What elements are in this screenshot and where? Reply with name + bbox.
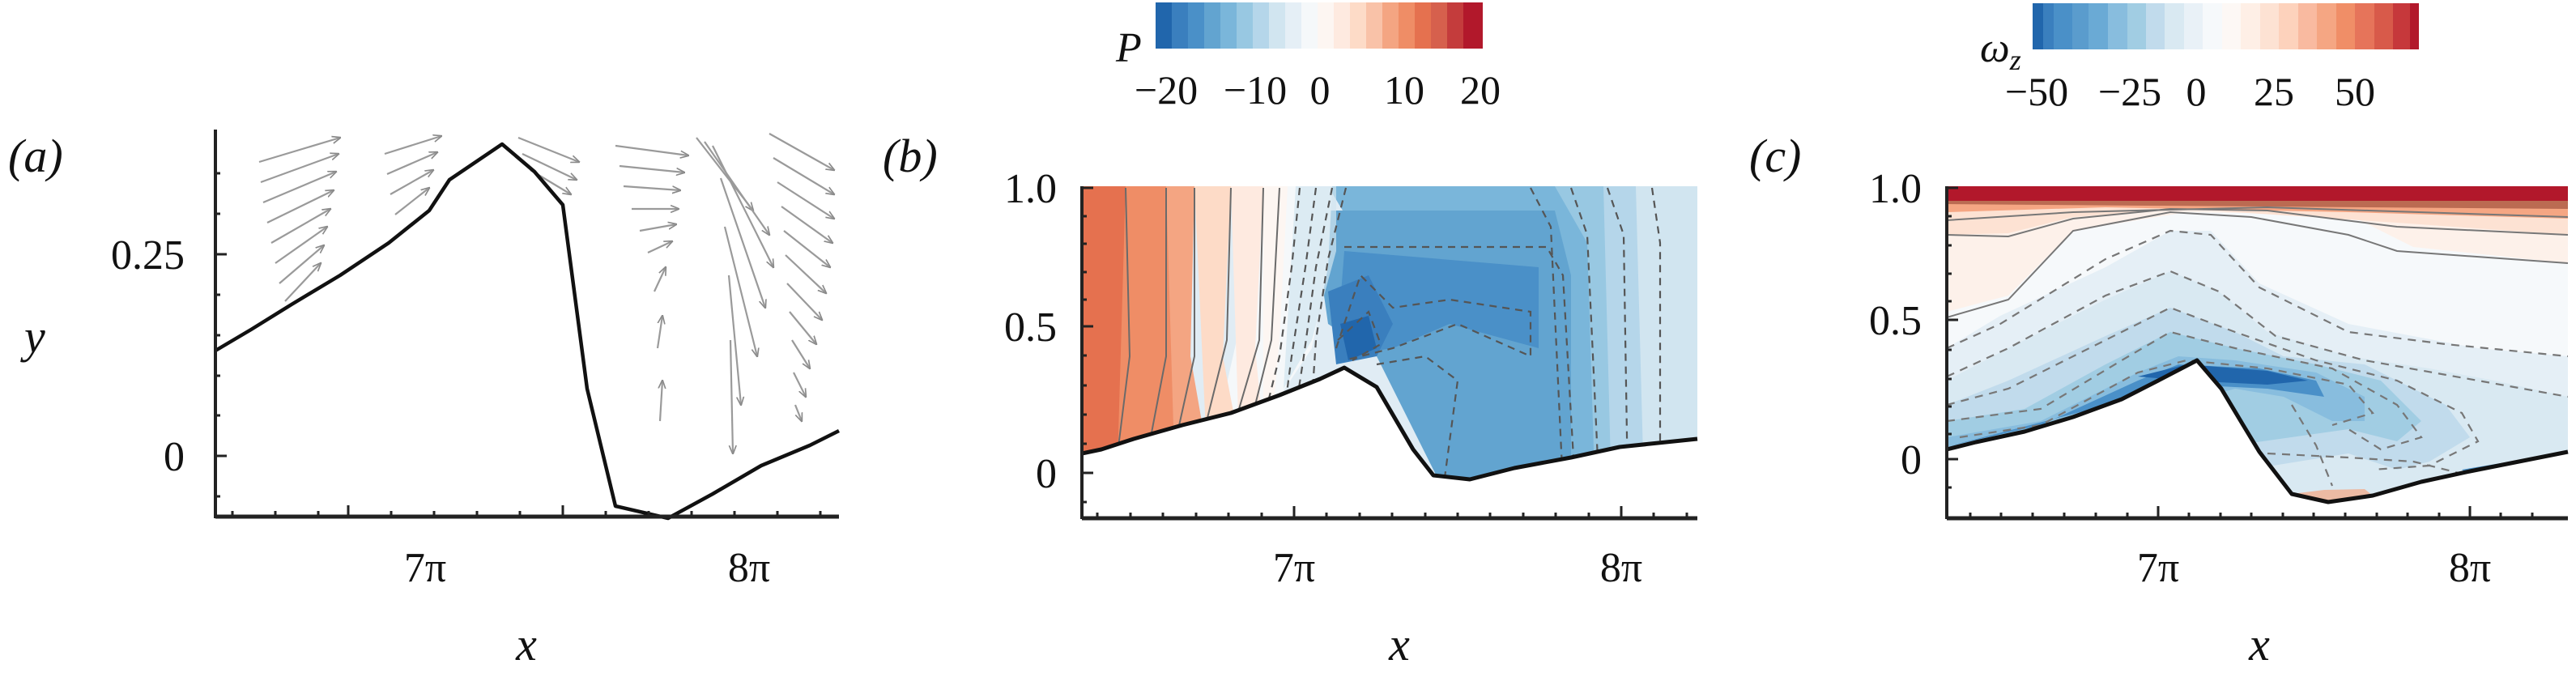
colorbar-omega: ωz −50 −25 0 25 50: [1980, 3, 2419, 114]
panel-a-ylabel: y: [20, 310, 45, 363]
colorbar-p-tick-4: 20: [1460, 67, 1501, 113]
panel-a-ytick-025: 0.25: [111, 232, 185, 279]
colorbar-p-gradient: [1156, 2, 1483, 49]
colorbar-p-tick-1: −10: [1224, 67, 1287, 113]
panel-a-xtick-7pi: 7π: [404, 545, 446, 591]
colorbar-omega-tick-1: −25: [2098, 69, 2161, 114]
panel-b-xtick-7pi: 7π: [1273, 545, 1315, 591]
panel-c-xtick-7pi: 7π: [2137, 545, 2179, 591]
panel-a-boundary: [214, 142, 841, 521]
panel-c-solid-region: [1947, 360, 2568, 518]
panel-c: (c): [1749, 130, 2569, 670]
panel-c-ytick-0: 0: [1901, 437, 1922, 483]
panel-c-boundary: [1946, 358, 2569, 504]
colorbar-p: P −20 −10 0 10 20: [1115, 2, 1501, 113]
colorbar-omega-tick-2: 0: [2186, 69, 2207, 114]
panel-a: (a) y: [8, 130, 841, 670]
panel-b-ytick-1: 1.0: [1004, 166, 1057, 212]
colorbar-p-tick-0: −20: [1135, 67, 1198, 113]
panel-a-xlabel: x: [515, 618, 537, 670]
panel-b: (b): [883, 130, 1698, 670]
panel-b-ytick-0: 0: [1036, 451, 1057, 497]
panel-c-ytick-1: 1.0: [1869, 166, 1922, 212]
panel-b-label: (b): [883, 130, 938, 182]
panel-b-ytick-05: 0.5: [1004, 304, 1057, 351]
panel-b-boundary: [1081, 365, 1698, 482]
colorbar-p-tick-3: 10: [1384, 67, 1424, 113]
colorbar-p-title: P: [1115, 25, 1142, 71]
panel-c-xlabel: x: [2248, 618, 2270, 670]
panel-b-xlabel: x: [1388, 618, 1410, 670]
panel-a-ytick-0: 0: [164, 434, 185, 480]
colorbar-p-tick-2: 0: [1310, 67, 1331, 113]
panel-a-label: (a): [8, 130, 63, 182]
colorbar-omega-tick-3: 25: [2254, 69, 2294, 114]
colorbar-omega-title: ωz: [1980, 25, 2021, 76]
panel-c-ytick-05: 0.5: [1869, 298, 1922, 344]
colorbar-omega-gradient: [2033, 3, 2419, 49]
panel-b-xtick-8pi: 8π: [1600, 545, 1642, 591]
panel-b-solid-region: [1082, 368, 1697, 518]
colorbar-omega-tick-4: 50: [2335, 69, 2375, 114]
panel-c-xtick-8pi: 8π: [2449, 545, 2491, 591]
panel-a-vector-field: [258, 133, 834, 453]
panel-a-xtick-8pi: 8π: [728, 545, 770, 591]
colorbar-omega-tick-0: −50: [2005, 69, 2068, 114]
panel-c-label: (c): [1749, 130, 1801, 182]
